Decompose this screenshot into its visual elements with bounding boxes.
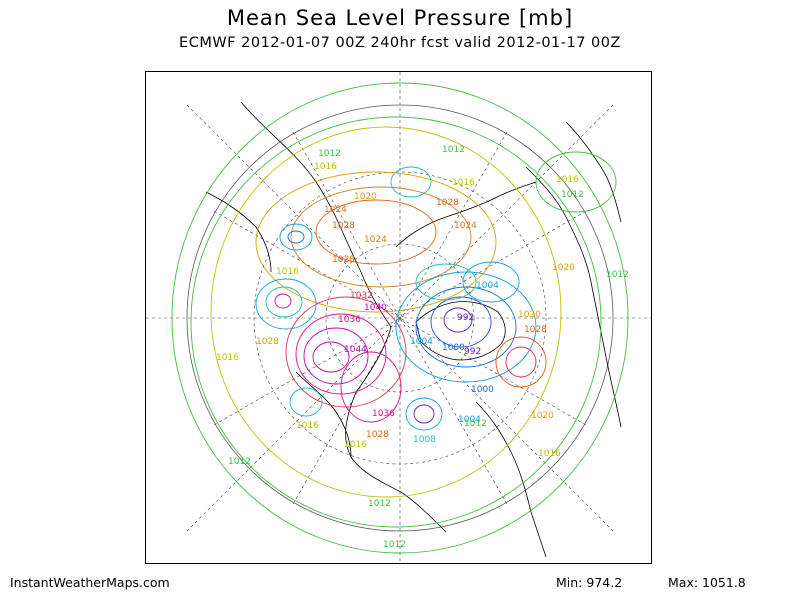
isobar-label: 1012	[561, 190, 584, 200]
isobar-label: 1016	[296, 421, 319, 431]
coastlines	[205, 101, 622, 558]
isobar-label: 1028	[436, 198, 459, 208]
isobar-label: 1012	[318, 149, 341, 159]
meridian-lines	[146, 72, 651, 563]
isobar-label: 1004	[476, 281, 499, 291]
isobar-label: 1012	[606, 270, 629, 280]
isobar-label: 1020	[531, 411, 554, 421]
isobar-label: 1004	[410, 337, 433, 347]
map-title: Mean Sea Level Pressure [mb]	[226, 6, 574, 30]
map-subtitle: ECMWF 2012-01-07 00Z 240hr fcst valid 20…	[179, 35, 621, 51]
map-frame: 1012 1016 1020 1024 1028 1024 1028 1016 …	[145, 71, 652, 564]
isobar-label: 1016	[538, 449, 561, 459]
pressure-map: 1012 1016 1020 1024 1028 1024 1028 1016 …	[146, 72, 651, 563]
isobar-label: 992	[464, 347, 481, 357]
isobar-label: 1008	[413, 435, 436, 445]
isobar-label: 1028	[332, 221, 355, 231]
isobar-label: 1012	[442, 145, 465, 155]
isobar-label: 1020	[552, 263, 575, 273]
isobars	[171, 82, 629, 554]
isobar-label: 1028	[524, 325, 547, 335]
isobar-label: 1044	[344, 345, 367, 355]
isobar-label: 1016	[314, 162, 337, 172]
min-value: Min: 974.2	[556, 575, 623, 590]
isobar-label: 1024	[324, 205, 347, 215]
isobar-label: 1024	[454, 221, 477, 231]
isobar-label: 1016	[216, 353, 239, 363]
isobar-label: 1032	[350, 291, 373, 301]
isobar-label: 1028	[332, 255, 355, 265]
isobar-label: 1016	[344, 440, 367, 450]
isobar-label: 1016	[556, 175, 579, 185]
isobar-label: 1024	[364, 235, 387, 245]
isobar-label: 1016	[276, 267, 299, 277]
isobar-label: 992	[457, 313, 474, 323]
isobar-label: 1040	[364, 303, 387, 313]
isobar-label: 1012	[368, 499, 391, 509]
isobar-label: 1012	[464, 419, 487, 429]
contour-labels: 1012 1016 1020 1024 1028 1024 1028 1016 …	[216, 145, 629, 550]
credit-link[interactable]: InstantWeatherMaps.com	[10, 575, 170, 590]
isobar-label: 1036	[372, 409, 395, 419]
isobar-label: 1012	[383, 540, 406, 550]
isobar-label: 1036	[338, 315, 361, 325]
isobar-label: 1020	[518, 310, 541, 320]
isobar-label: 1020	[354, 192, 377, 202]
isobar-label: 1012	[228, 457, 251, 467]
isobar-label: 1028	[366, 430, 389, 440]
isobar-label: 1016	[452, 178, 475, 188]
isobar-label: 1004	[458, 415, 481, 425]
isobar-label: 1000	[442, 343, 465, 353]
max-value: Max: 1051.8	[668, 575, 746, 590]
isobar-label: 1028	[256, 337, 279, 347]
isobar-label: 1000	[471, 385, 494, 395]
